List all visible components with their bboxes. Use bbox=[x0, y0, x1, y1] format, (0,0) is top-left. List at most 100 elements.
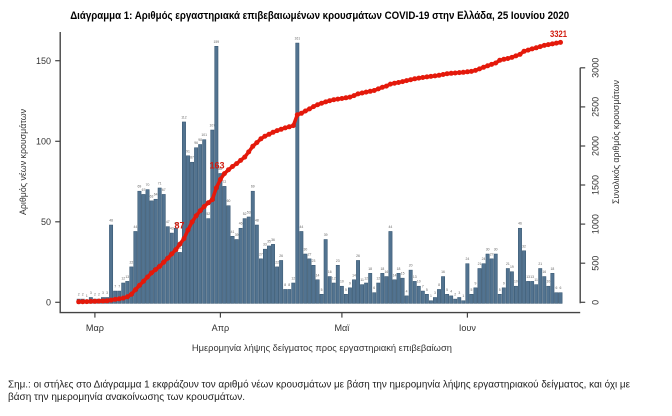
svg-text:6: 6 bbox=[560, 286, 562, 290]
svg-text:13: 13 bbox=[125, 275, 129, 279]
svg-text:16: 16 bbox=[441, 270, 445, 274]
svg-text:21: 21 bbox=[538, 262, 542, 266]
svg-text:98: 98 bbox=[198, 138, 202, 142]
svg-text:9: 9 bbox=[503, 281, 505, 285]
svg-text:12: 12 bbox=[291, 276, 295, 280]
svg-text:4: 4 bbox=[450, 289, 452, 293]
svg-text:50: 50 bbox=[41, 217, 51, 227]
svg-text:1: 1 bbox=[430, 294, 432, 298]
svg-text:22: 22 bbox=[275, 260, 279, 264]
svg-text:101: 101 bbox=[201, 133, 207, 137]
svg-text:18: 18 bbox=[368, 267, 372, 271]
svg-text:67: 67 bbox=[142, 188, 146, 192]
svg-text:69: 69 bbox=[251, 185, 255, 189]
svg-text:1: 1 bbox=[86, 294, 88, 298]
svg-text:13: 13 bbox=[526, 275, 530, 279]
svg-text:7: 7 bbox=[118, 285, 120, 289]
svg-text:26: 26 bbox=[279, 254, 283, 258]
svg-text:80: 80 bbox=[219, 167, 223, 171]
svg-text:12: 12 bbox=[364, 276, 368, 280]
svg-text:18: 18 bbox=[397, 267, 401, 271]
svg-text:36: 36 bbox=[271, 238, 275, 242]
svg-text:Ημερομηνία λήψης δείγματος προ: Ημερομηνία λήψης δείγματος προς εργαστηρ… bbox=[192, 343, 452, 354]
svg-text:500: 500 bbox=[590, 256, 600, 271]
svg-text:0: 0 bbox=[46, 298, 51, 308]
svg-text:16: 16 bbox=[542, 270, 546, 274]
svg-text:46: 46 bbox=[518, 222, 522, 226]
svg-text:2: 2 bbox=[82, 293, 84, 297]
svg-text:91: 91 bbox=[186, 149, 190, 153]
svg-text:3: 3 bbox=[434, 291, 436, 295]
svg-text:18: 18 bbox=[380, 267, 384, 271]
svg-text:43: 43 bbox=[170, 227, 174, 231]
svg-text:112: 112 bbox=[181, 115, 187, 119]
svg-text:67: 67 bbox=[162, 188, 166, 192]
svg-text:44: 44 bbox=[133, 225, 137, 229]
svg-text:Απρ: Απρ bbox=[212, 323, 230, 333]
svg-text:2500: 2500 bbox=[590, 97, 600, 117]
svg-text:9: 9 bbox=[475, 281, 477, 285]
svg-text:27: 27 bbox=[490, 252, 494, 256]
svg-text:βάση την ημερομηνία ανακοίνωση: βάση την ημερομηνία ανακοίνωσης των κρου… bbox=[8, 391, 245, 403]
svg-text:5: 5 bbox=[426, 288, 428, 292]
svg-text:13: 13 bbox=[413, 275, 417, 279]
svg-text:6: 6 bbox=[555, 286, 557, 290]
svg-text:2: 2 bbox=[98, 293, 100, 297]
svg-text:70: 70 bbox=[146, 183, 150, 187]
svg-text:12: 12 bbox=[376, 276, 380, 280]
svg-text:30: 30 bbox=[304, 247, 308, 251]
svg-text:33: 33 bbox=[263, 243, 267, 247]
svg-text:5: 5 bbox=[470, 288, 472, 292]
svg-text:53: 53 bbox=[247, 210, 251, 214]
svg-text:14: 14 bbox=[352, 273, 356, 277]
svg-text:2: 2 bbox=[78, 293, 80, 297]
svg-text:52: 52 bbox=[206, 212, 210, 216]
svg-text:Διάγραμμα 1: Αριθμός εργαστηρι: Διάγραμμα 1: Αριθμός εργαστηριακά επιβεβ… bbox=[70, 10, 569, 22]
svg-text:12: 12 bbox=[332, 276, 336, 280]
svg-text:161: 161 bbox=[294, 37, 300, 41]
svg-text:8: 8 bbox=[438, 283, 440, 287]
svg-text:5: 5 bbox=[345, 288, 347, 292]
svg-text:15: 15 bbox=[401, 272, 405, 276]
svg-text:96: 96 bbox=[194, 141, 198, 145]
svg-text:150: 150 bbox=[36, 56, 51, 66]
svg-text:26: 26 bbox=[356, 254, 360, 258]
svg-text:11: 11 bbox=[360, 278, 364, 282]
svg-text:8: 8 bbox=[288, 283, 290, 287]
svg-text:7: 7 bbox=[114, 285, 116, 289]
svg-text:5: 5 bbox=[321, 288, 323, 292]
svg-text:107: 107 bbox=[209, 123, 215, 127]
svg-text:100: 100 bbox=[36, 137, 51, 147]
svg-text:23: 23 bbox=[312, 259, 316, 263]
svg-text:3321: 3321 bbox=[550, 29, 567, 39]
svg-text:30: 30 bbox=[486, 247, 490, 251]
svg-text:3: 3 bbox=[102, 291, 104, 295]
svg-text:Μαρ: Μαρ bbox=[86, 323, 104, 333]
svg-text:60: 60 bbox=[227, 199, 231, 203]
svg-text:4: 4 bbox=[406, 289, 408, 293]
svg-text:16: 16 bbox=[384, 270, 388, 274]
svg-text:159: 159 bbox=[214, 40, 220, 44]
svg-text:24: 24 bbox=[465, 257, 469, 261]
svg-text:3: 3 bbox=[458, 291, 460, 295]
svg-text:32: 32 bbox=[522, 244, 526, 248]
svg-text:87: 87 bbox=[174, 220, 184, 230]
svg-text:47: 47 bbox=[166, 220, 170, 224]
svg-text:46: 46 bbox=[239, 222, 243, 226]
svg-text:39: 39 bbox=[235, 233, 239, 237]
svg-text:0: 0 bbox=[590, 300, 600, 305]
svg-text:69: 69 bbox=[138, 185, 142, 189]
svg-text:1: 1 bbox=[462, 294, 464, 298]
svg-text:5: 5 bbox=[499, 288, 501, 292]
svg-text:18: 18 bbox=[550, 267, 554, 271]
svg-text:14: 14 bbox=[316, 273, 320, 277]
svg-text:7: 7 bbox=[422, 285, 424, 289]
svg-text:21: 21 bbox=[478, 262, 482, 266]
svg-text:31: 31 bbox=[178, 246, 182, 250]
svg-text:41: 41 bbox=[231, 230, 235, 234]
svg-text:10: 10 bbox=[340, 280, 344, 284]
svg-text:16: 16 bbox=[328, 270, 332, 274]
svg-text:24: 24 bbox=[482, 257, 486, 261]
svg-text:48: 48 bbox=[109, 219, 113, 223]
svg-text:3: 3 bbox=[106, 291, 108, 295]
